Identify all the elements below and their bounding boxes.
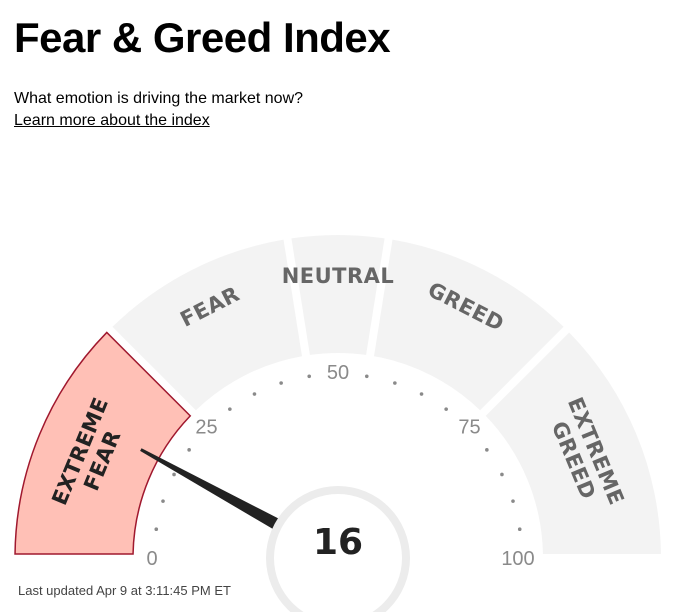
needle-group: 16 [140,448,410,612]
gauge-segment-extreme-greed [485,332,661,555]
tick-labels: 0 25 50 75 100 [146,362,534,570]
tick-label: 25 [195,416,217,438]
tick-dot [161,499,165,503]
tick-dot [228,407,232,411]
gauge-value: 16 [313,522,363,563]
tick-dot [517,527,522,532]
tick-dot [187,448,191,452]
zone-label-neutral: NEUTRAL [282,264,395,288]
gauge-segments [14,235,661,555]
last-updated: Last updated Apr 9 at 3:11:45 PM ET [18,583,231,598]
center-disc [274,494,402,612]
tick-dot [172,472,176,477]
tick-dot [364,374,369,379]
learn-more-link[interactable]: Learn more about the index [14,112,210,129]
tick-label: 50 [327,362,349,384]
page-title: Fear & Greed Index [14,14,391,61]
tick-label: 100 [501,548,534,570]
tick-label: 0 [146,548,157,570]
tick-dot [154,527,159,532]
tick-dot [393,381,397,385]
tick-dot [511,499,515,503]
tick-dots [154,374,522,532]
tick-dot [419,392,424,396]
tick-dot [307,374,312,379]
tick-dot [279,381,283,385]
gauge-segment-fear [112,239,302,411]
gauge-segment-neutral [291,235,385,355]
tick-dot [500,472,504,477]
gauge-segment-greed [374,239,564,411]
tick-dot [444,407,448,411]
page-subtitle: What emotion is driving the market now? [14,90,304,107]
tick-dot [485,448,489,452]
gauge-segment-extreme-fear [14,331,192,555]
tick-dot [252,392,257,396]
tick-label: 75 [458,416,480,438]
